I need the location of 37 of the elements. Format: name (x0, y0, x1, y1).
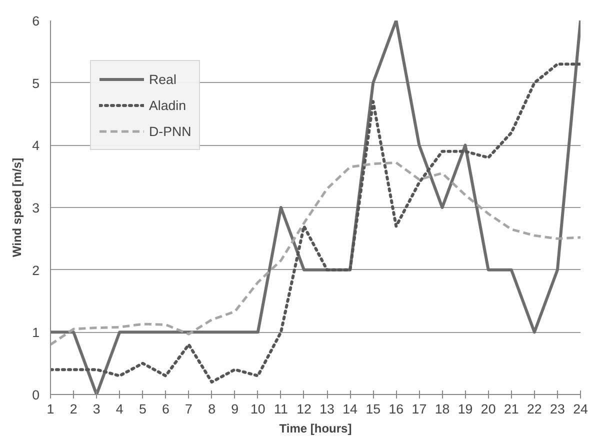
y-tick-label: 3 (32, 200, 40, 216)
y-tick-label: 0 (32, 388, 40, 402)
x-tick-label: 1 (46, 402, 54, 416)
legend-label: Aladin (149, 98, 186, 112)
x-tick-label: 19 (458, 402, 473, 416)
x-tick-label: 6 (162, 402, 170, 416)
x-tick-label: 4 (116, 402, 124, 416)
x-tick-label: 16 (388, 402, 404, 416)
x-tick-label: 8 (208, 402, 216, 416)
x-tick-label: 21 (504, 402, 519, 416)
y-tick-label: 5 (32, 76, 40, 91)
legend-label: D-PNN (149, 124, 192, 138)
x-tick-label: 24 (573, 402, 588, 416)
x-tick-label: 2 (70, 402, 78, 416)
x-tick-label: 20 (480, 402, 496, 416)
x-tick-label: 10 (250, 402, 266, 416)
x-tick-label: 3 (92, 402, 100, 416)
y-tick-label: 1 (32, 325, 40, 340)
x-tick-label: 22 (527, 402, 542, 416)
x-tick-label: 5 (138, 402, 146, 416)
x-tick-label: 14 (342, 402, 358, 416)
x-tick-label: 13 (320, 402, 334, 416)
x-axis-title: Time [hours] (279, 422, 352, 436)
y-axis-title: Wind speed [m/s] (10, 158, 24, 258)
x-tick-label: 18 (434, 402, 450, 416)
x-tick-label: 23 (550, 402, 565, 416)
x-tick-label: 11 (274, 402, 288, 416)
y-tick-label: 4 (32, 138, 40, 154)
x-tick-label: 17 (412, 402, 427, 416)
x-tick-label: 15 (366, 402, 381, 416)
line-series (50, 161, 580, 346)
legend-label: Real (149, 72, 176, 86)
x-tick-label: 9 (231, 402, 239, 416)
y-tick-label: 2 (32, 262, 40, 278)
y-tick-label: 6 (32, 14, 40, 28)
x-tick-label: 7 (185, 402, 192, 416)
x-tick-label: 12 (296, 402, 312, 416)
